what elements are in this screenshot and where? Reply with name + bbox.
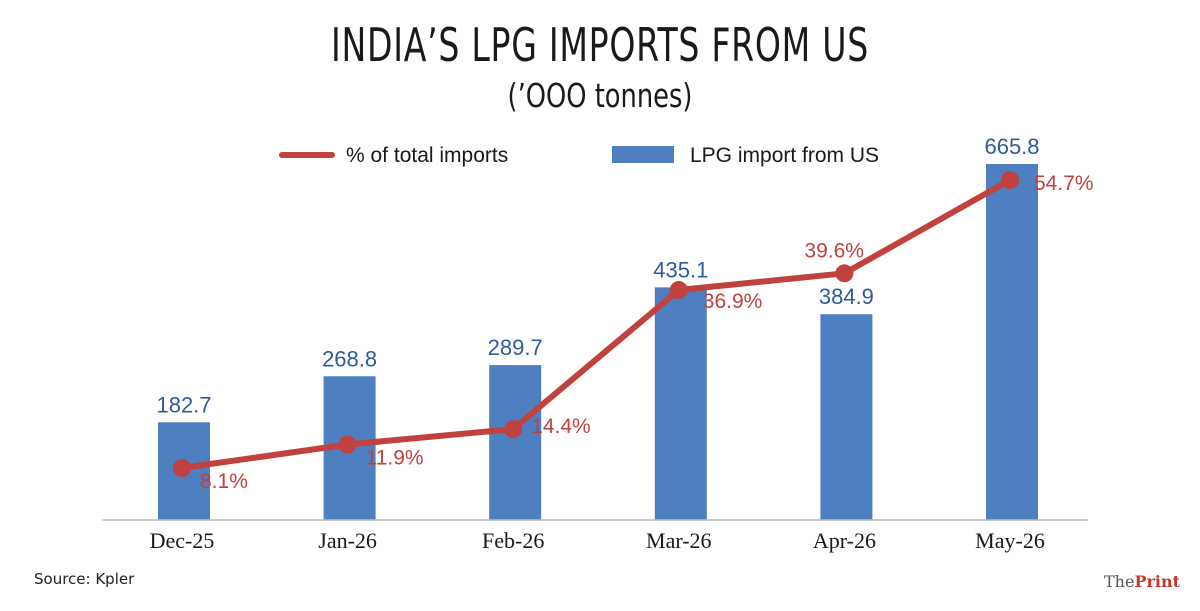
x-tick-label: Dec-25 — [150, 528, 215, 553]
pct-value-label: 14.4% — [531, 415, 591, 438]
bar-value-label: 182.7 — [156, 392, 211, 417]
pct-point — [1001, 171, 1019, 189]
chart-subtitle: (’OOO tonnes) — [507, 76, 693, 115]
pct-value-label: 39.6% — [804, 239, 864, 262]
x-tick-label: Jan-26 — [318, 528, 377, 553]
pct-value-label: 8.1% — [200, 470, 248, 493]
brand-logo: ThePrint — [1104, 572, 1180, 591]
bar-value-label: 289.7 — [488, 335, 543, 360]
bar-may-26 — [986, 164, 1038, 520]
brand-print: Print — [1134, 572, 1180, 591]
x-tick-label: Mar-26 — [646, 528, 712, 553]
bar-value-label: 435.1 — [653, 257, 708, 282]
x-tick-label: Feb-26 — [482, 528, 544, 553]
bar-value-label: 268.8 — [322, 346, 377, 371]
chart-title: INDIA’S LPG IMPORTS FROM US — [331, 18, 869, 72]
pct-point — [504, 420, 523, 439]
bar-feb-26 — [489, 365, 542, 520]
pct-point — [835, 264, 854, 283]
pct-value-label: 36.9% — [703, 290, 763, 313]
legend: % of total imports LPG import from US — [279, 144, 879, 167]
legend-bar-swatch — [612, 146, 674, 163]
pct-point — [338, 435, 357, 454]
bar-value-label: 384.9 — [819, 284, 874, 309]
bar-value-label: 665.8 — [984, 134, 1039, 159]
x-tick-label: Apr-26 — [813, 528, 876, 553]
legend-label-pct: % of total imports — [346, 144, 508, 167]
pct-point — [173, 459, 191, 477]
legend-label-lpg: LPG import from US — [690, 144, 879, 167]
pct-value-label: 11.9% — [366, 447, 424, 470]
x-tick-label: May-26 — [975, 528, 1045, 553]
bar-apr-26 — [820, 314, 873, 520]
brand-the: The — [1103, 572, 1135, 591]
source-note: Source: Kpler — [34, 570, 135, 588]
pct-point — [669, 281, 688, 300]
pct-value-label: 54.7% — [1034, 172, 1094, 195]
pct-series-line — [179, 177, 1013, 471]
bar-mar-26 — [654, 287, 707, 520]
